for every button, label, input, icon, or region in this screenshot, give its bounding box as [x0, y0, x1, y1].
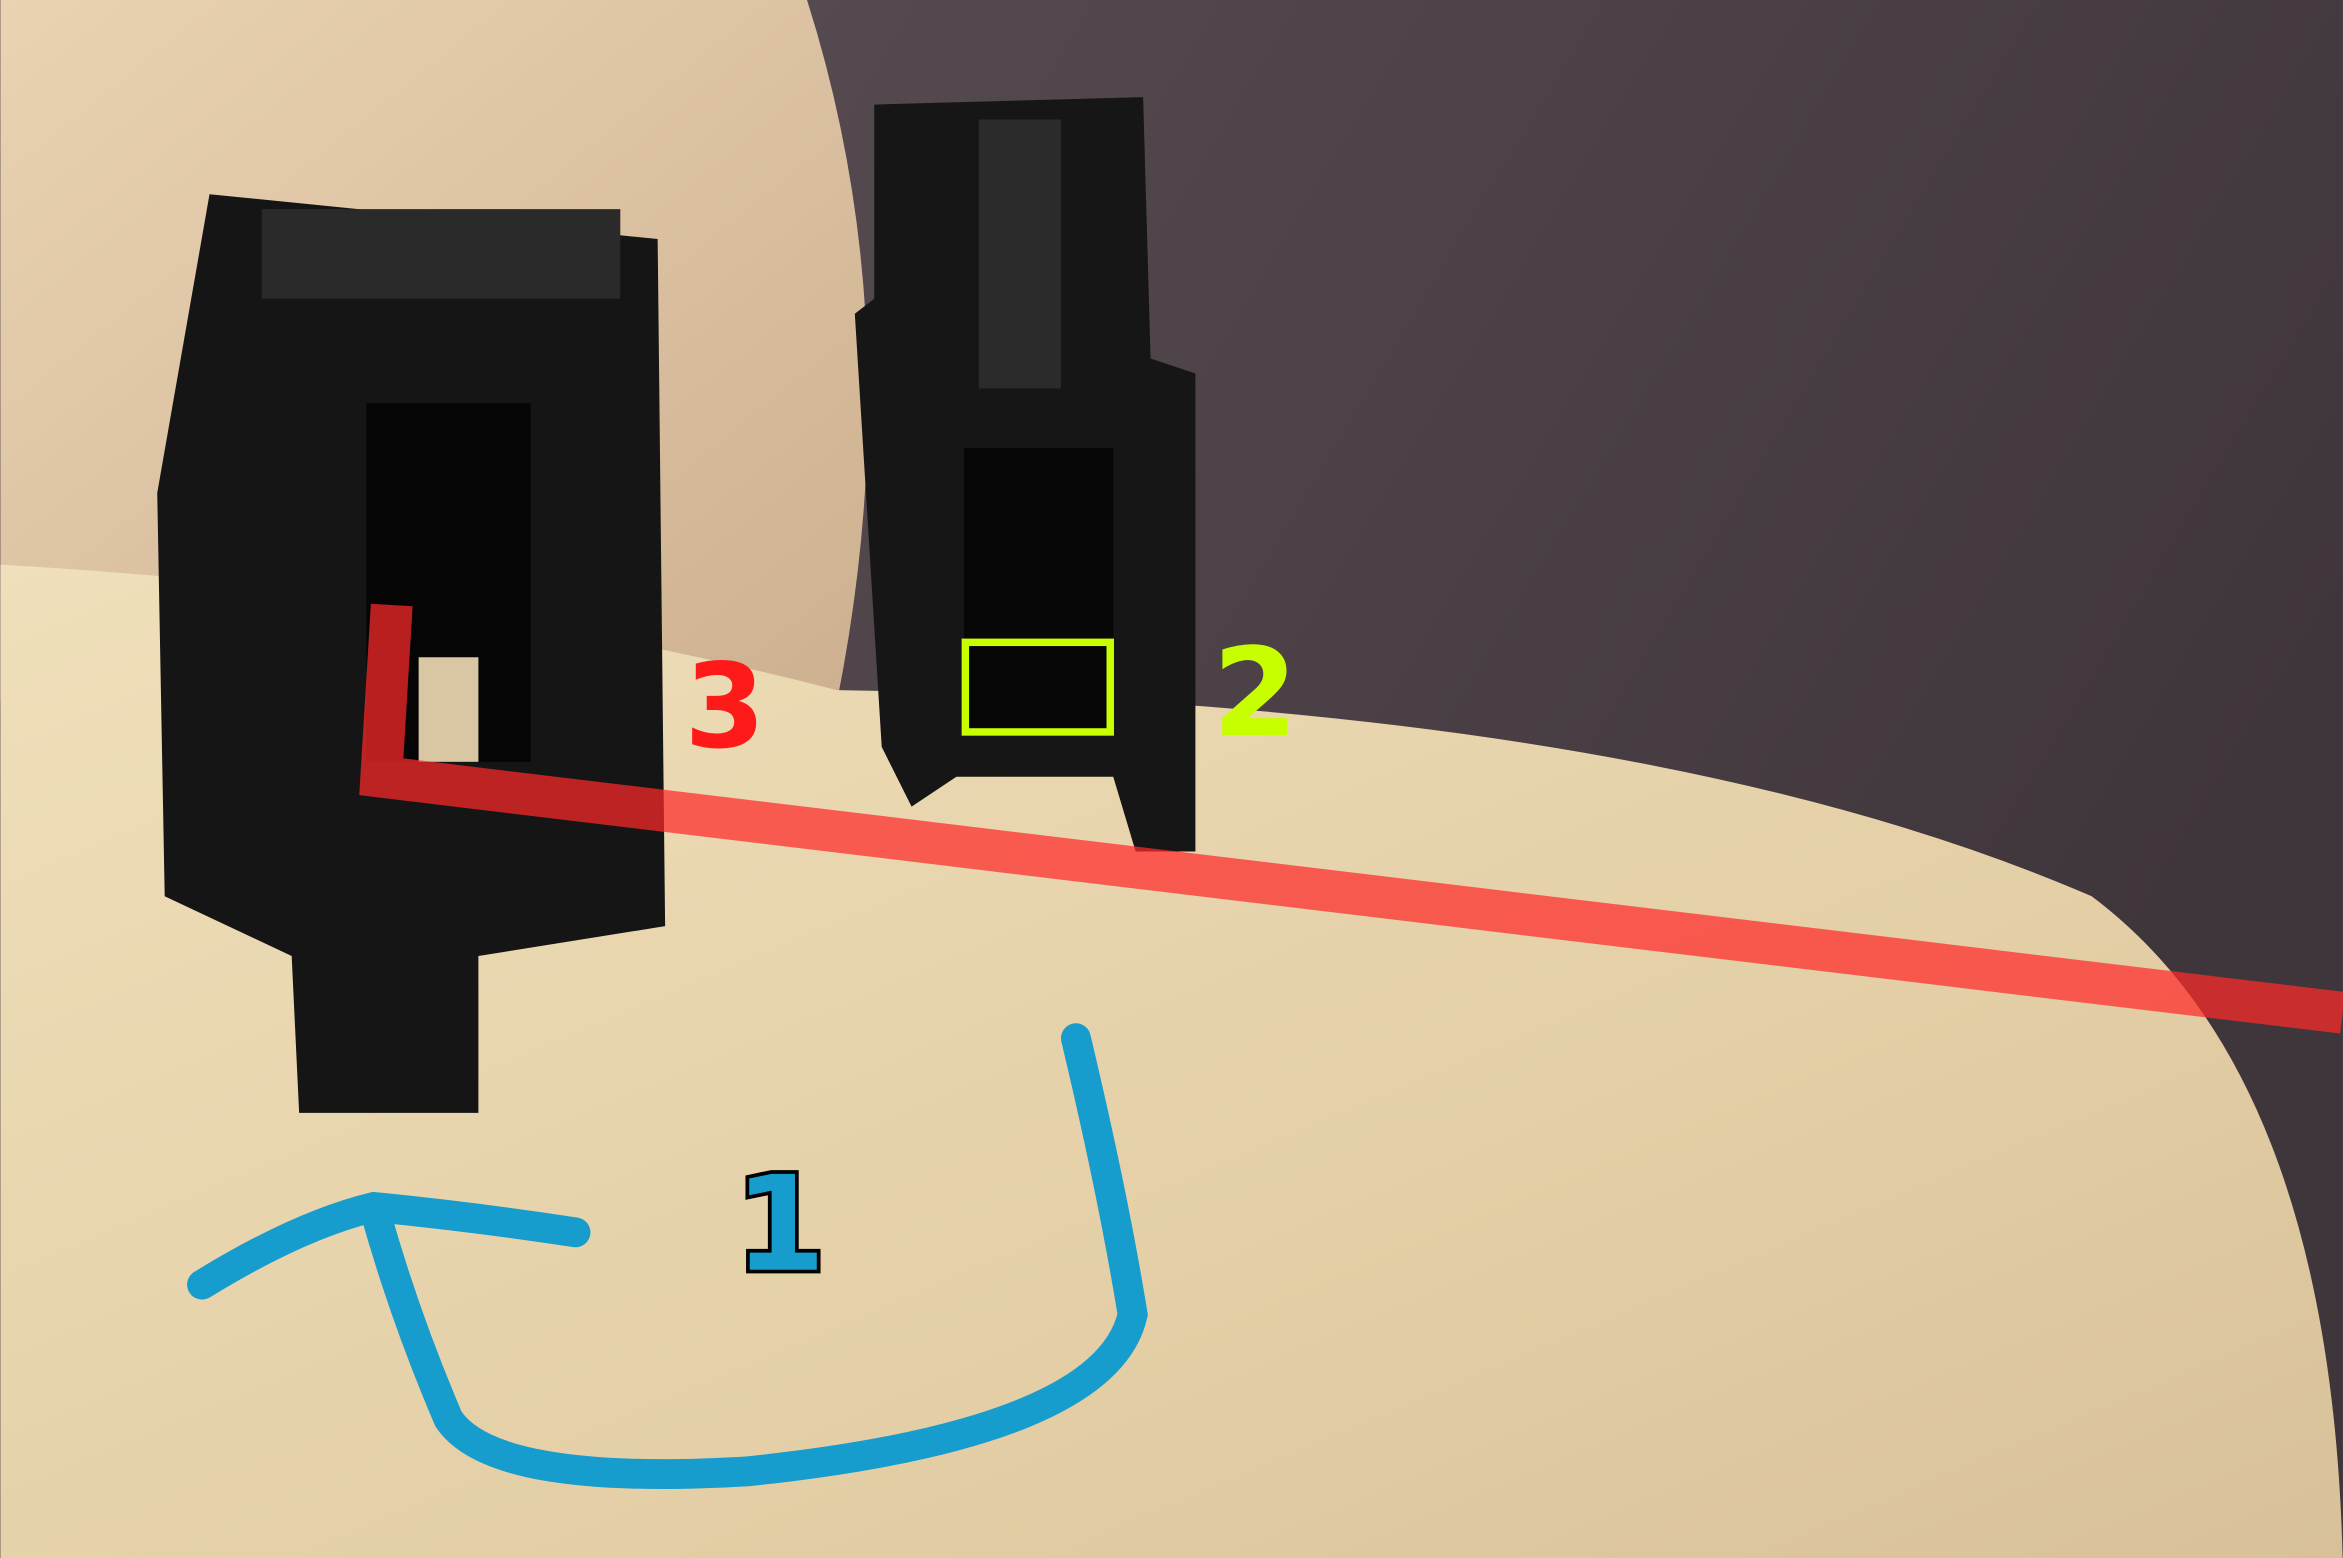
label-3: 3 — [684, 640, 765, 775]
right-connector — [854, 97, 1196, 852]
label-1: 1 — [734, 1149, 825, 1302]
blue-arrow — [187, 1023, 1148, 1489]
green-box — [961, 638, 1114, 736]
red-guide-line — [359, 603, 2343, 1034]
label-2: 2 — [1213, 621, 1298, 764]
left-connector — [157, 194, 666, 1113]
